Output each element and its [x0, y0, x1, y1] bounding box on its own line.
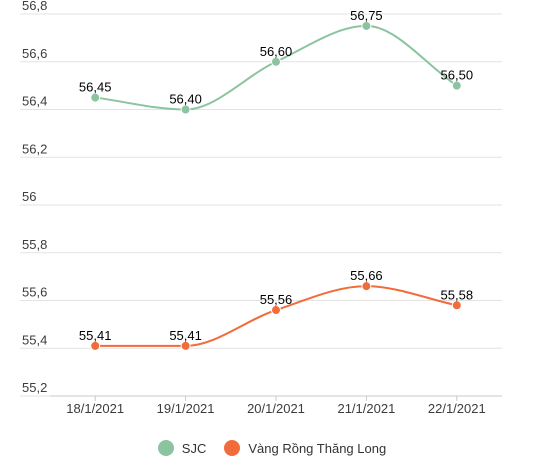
data-point-vang-rong-thang-long: [271, 305, 281, 316]
y-tick-label: 56: [22, 189, 36, 204]
legend-label-sjc: SJC: [181, 440, 207, 456]
y-tick-label: 56,4: [22, 94, 47, 109]
data-point-sjc: [271, 56, 281, 67]
data-point-sjc: [90, 92, 101, 103]
y-tick-label: 56,8: [22, 0, 47, 13]
data-label-sjc: 56,50: [441, 68, 474, 83]
legend-item-vang-rong-thang-long[interactable]: Vàng Rồng Thăng Long: [224, 440, 386, 456]
y-tick-label: 55,4: [22, 332, 47, 347]
data-point-vang-rong-thang-long: [180, 340, 191, 351]
data-point-vang-rong-thang-long: [90, 340, 101, 351]
legend-item-sjc[interactable]: SJC: [157, 440, 207, 456]
data-label-sjc: 56,45: [79, 80, 112, 95]
legend-swatch-vang-rong-thang-long: [224, 440, 241, 456]
data-label-sjc: 56,60: [260, 44, 293, 59]
y-tick-label: 55,6: [22, 285, 47, 300]
series-line-sjc: [95, 24, 458, 111]
x-tick-label: 20/1/2021: [247, 401, 305, 416]
data-label-vang-rong-thang-long: 55,58: [441, 287, 474, 302]
y-tick-label: 56,2: [22, 141, 47, 156]
data-point-sjc: [451, 80, 462, 91]
data-point-vang-rong-thang-long: [361, 281, 372, 292]
x-tick-label: 18/1/2021: [66, 401, 124, 416]
data-point-vang-rong-thang-long: [451, 300, 462, 311]
y-tick-label: 55,2: [22, 380, 47, 395]
y-tick-label: 55,8: [22, 237, 47, 252]
data-label-vang-rong-thang-long: 55,41: [79, 328, 112, 343]
x-tick-label: 19/1/2021: [157, 401, 215, 416]
legend-swatch-sjc: [157, 440, 174, 456]
data-label-sjc: 56,40: [169, 92, 202, 107]
y-tick-label: 56,6: [22, 46, 47, 61]
x-tick-label: 21/1/2021: [337, 401, 395, 416]
data-label-vang-rong-thang-long: 55,56: [260, 292, 293, 307]
data-point-sjc: [361, 20, 372, 31]
data-label-vang-rong-thang-long: 55,66: [350, 268, 383, 283]
x-tick-label: 22/1/2021: [428, 401, 486, 416]
chart-legend: SJC Vàng Rồng Thăng Long: [0, 440, 544, 456]
legend-label-vang-rong-thang-long: Vàng Rồng Thăng Long: [248, 440, 387, 456]
data-label-sjc: 56,75: [350, 8, 383, 23]
data-point-sjc: [180, 104, 191, 115]
data-label-vang-rong-thang-long: 55,41: [169, 328, 202, 343]
